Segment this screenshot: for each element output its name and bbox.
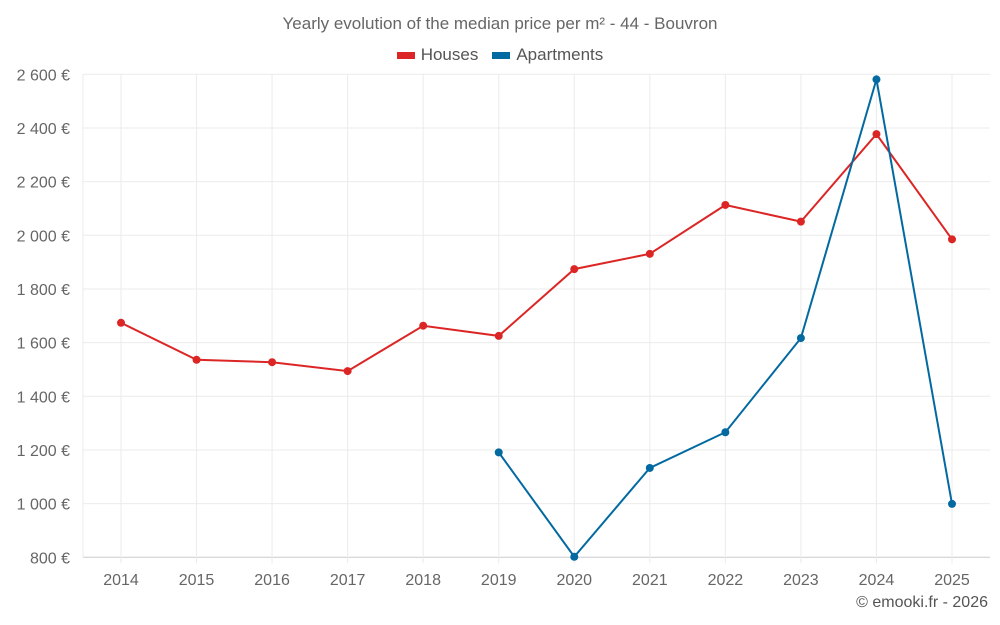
x-tick-label: 2017 (330, 572, 366, 589)
data-point-houses (192, 355, 201, 364)
y-tick-label: 2 400 € (17, 121, 70, 138)
data-point-houses (570, 265, 579, 274)
data-point-houses (268, 358, 277, 367)
credit: © emooki.fr - 2026 (856, 594, 988, 611)
data-point-apartments (872, 75, 881, 84)
data-point-apartments (494, 448, 503, 457)
data-point-apartments (721, 428, 730, 437)
y-tick-label: 1 600 € (17, 336, 70, 353)
x-tick-label: 2022 (708, 572, 744, 589)
data-point-apartments (570, 552, 579, 561)
y-tick-label: 2 600 € (17, 67, 70, 84)
series-line-houses (120, 132, 953, 373)
y-tick-label: 1 200 € (17, 443, 70, 460)
y-tick-label: 1 400 € (17, 389, 70, 406)
x-tick-label: 2021 (632, 572, 668, 589)
legend-item-houses[interactable]: Houses (396, 45, 479, 65)
x-tick-label: 2024 (859, 572, 895, 589)
y-tick-label: 2 000 € (17, 228, 70, 245)
y-tick-label: 800 € (30, 550, 70, 567)
y-tick-label: 1 000 € (17, 497, 70, 514)
data-point-houses (721, 200, 730, 209)
legend-swatch-apartments (492, 51, 511, 59)
x-tick-label: 2025 (934, 572, 970, 589)
legend: Houses Apartments (0, 45, 1000, 65)
data-point-houses (872, 130, 881, 139)
x-tick-label: 2014 (103, 572, 139, 589)
data-point-houses (796, 217, 805, 226)
data-point-houses (494, 331, 503, 340)
y-tick-label: 2 200 € (17, 175, 70, 192)
data-point-houses (419, 321, 428, 330)
data-point-apartments (796, 334, 805, 343)
x-tick-label: 2023 (783, 572, 819, 589)
x-tick-label: 2019 (481, 572, 517, 589)
data-point-apartments (645, 463, 654, 472)
x-tick-label: 2020 (556, 572, 592, 589)
legend-label-apartments: Apartments (516, 45, 604, 64)
data-point-houses (117, 318, 125, 327)
x-tick-label: 2018 (405, 572, 441, 589)
x-tick-label: 2015 (179, 572, 215, 589)
data-point-houses (343, 367, 352, 376)
x-tick-label: 2016 (254, 572, 290, 589)
chart-title: Yearly evolution of the median price per… (282, 14, 718, 33)
legend-label-houses: Houses (420, 45, 479, 64)
y-tick-label: 1 800 € (17, 282, 70, 299)
legend-item-apartments[interactable]: Apartments (492, 45, 603, 65)
data-point-houses (948, 235, 956, 244)
legend-swatch-houses (396, 51, 415, 59)
data-point-houses (645, 249, 654, 258)
data-point-apartments (948, 499, 956, 508)
